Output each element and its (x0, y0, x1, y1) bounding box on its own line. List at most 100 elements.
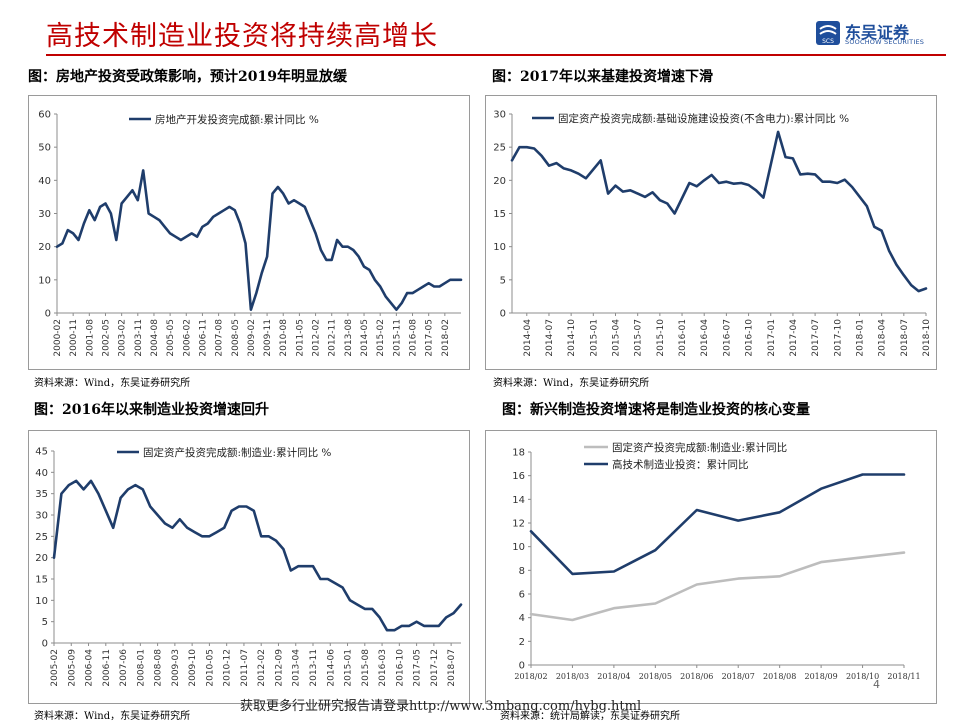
chart-manufacturing: 0 5 10 15 20 25 30 35 40 45 2005-02 2005-09 2006-04 2… (35, 446, 463, 687)
x-tick-label: 2013-11 (309, 649, 319, 687)
series-line-3-0 (529, 551, 906, 622)
legend-label: 固定资产投资完成额:制造业:累计同比 % (143, 446, 331, 459)
y-tick-label: 5 (500, 275, 506, 286)
x-tick-label: 2014-04 (523, 319, 533, 357)
source-note-manufacturing: 资料来源：Wind，东吴证券研究所 (34, 711, 191, 722)
brand-subtitle: SOOCHOW SECURITIES (845, 38, 925, 46)
y-tick-label: 30 (493, 110, 506, 121)
x-tick-label: 2014-05 (360, 319, 370, 357)
x-tick-label: 2018/11 (887, 672, 920, 681)
source-note-high-tech: 资料来源：统计局解读，东吴证券研究所 (500, 711, 680, 722)
x-tick-label: 2018-07 (900, 319, 910, 357)
x-tick-label: 2006-02 (182, 319, 192, 357)
y-tick-label: 8 (519, 566, 525, 577)
y-tick-label: 4 (519, 613, 525, 624)
page-number: 4 (873, 678, 880, 691)
chart-box-real-estate: 0 10 20 30 40 50 60 2000-02 2000-11 2001-08 2002-0… (28, 95, 470, 370)
series-line-0-0 (55, 169, 463, 311)
x-tick-label: 2016-10 (395, 649, 405, 687)
x-tick-label: 2014-07 (545, 319, 555, 357)
x-tick-label: 2003-02 (118, 319, 128, 357)
y-tick-label: 14 (512, 495, 525, 506)
x-tick-label: 2014-06 (326, 649, 336, 687)
x-tick-label: 2007-08 (215, 319, 225, 357)
x-tick-label: 2018-01 (855, 319, 865, 357)
chart-box-manufacturing: 0 5 10 15 20 25 30 35 40 45 2005-02 2005-09 2006-04 2… (28, 430, 470, 704)
x-tick-label: 2017-01 (767, 319, 777, 357)
x-tick-label: 2018/04 (597, 672, 630, 681)
x-tick-label: 2015-10 (656, 319, 666, 357)
chart-box-infrastructure: 0 5 10 15 20 25 30 2014-04 2014-07 2014-10 2015-01… (485, 95, 937, 370)
panel-title-high-tech: 图：新兴制造投资增速将是制造业投资的核心变量 (502, 402, 810, 418)
legend-label: 固定资产投资完成额:制造业:累计同比 (612, 441, 787, 454)
series-line-3-1 (529, 473, 906, 576)
x-tick-label: 2015-01 (344, 649, 354, 687)
y-tick-label: 20 (35, 553, 48, 564)
x-tick-label: 2005-02 (50, 649, 60, 687)
x-tick-label: 2010-08 (279, 319, 289, 357)
x-tick-label: 2017-05 (413, 649, 423, 687)
y-tick-label: 25 (493, 143, 506, 154)
x-tick-label: 2018-04 (878, 319, 888, 357)
x-tick-label: 2000-02 (53, 319, 63, 357)
x-tick-label: 2015-08 (361, 649, 371, 687)
y-tick-label: 0 (519, 661, 525, 672)
x-tick-label: 2015-07 (634, 319, 644, 357)
legend-label: 房地产开发投资完成额:累计同比 % (155, 113, 319, 126)
y-tick-label: 20 (38, 242, 51, 253)
x-tick-label: 2005-05 (166, 319, 176, 357)
x-tick-label: 2006-11 (198, 319, 208, 357)
x-tick-label: 2009-11 (263, 319, 273, 357)
x-tick-label: 2017-04 (789, 319, 799, 357)
x-tick-label: 2018-10 (922, 319, 932, 357)
source-note-infrastructure: 资料来源：Wind，东吴证券研究所 (493, 378, 650, 389)
x-tick-label: 2002-05 (101, 319, 111, 357)
y-tick-label: 10 (512, 542, 525, 553)
page-title: 高技术制造业投资将持续高增长 (46, 21, 438, 52)
footer-link-text[interactable]: 获取更多行业研究报告请登录http://www.3mbang.com/hybg.… (240, 699, 642, 714)
chart-high-tech: 0 2 4 6 8 10 12 14 16 18 2018/02 2018/03 2018/04 2018… (512, 441, 920, 681)
y-tick-label: 0 (42, 639, 48, 650)
x-tick-label: 2000-11 (69, 319, 79, 357)
x-tick-label: 2016-04 (700, 319, 710, 357)
x-tick-label: 2009-03 (171, 649, 181, 687)
x-tick-label: 2011-07 (240, 649, 250, 687)
x-tick-label: 2014-10 (567, 319, 577, 357)
x-tick-label: 2018-02 (441, 319, 451, 357)
series-line-1-0 (510, 130, 928, 293)
x-tick-label: 2015-11 (392, 319, 402, 357)
x-tick-label: 2016-07 (722, 319, 732, 357)
y-tick-label: 16 (512, 471, 525, 482)
panel-title-manufacturing: 图：2016年以来制造业投资增速回升 (34, 402, 269, 418)
chart-infrastructure: 0 5 10 15 20 25 30 2014-04 2014-07 2014-10 2015-01… (493, 110, 932, 357)
y-tick-label: 0 (45, 309, 51, 320)
x-tick-label: 2006-11 (102, 649, 112, 687)
legend-label: 高技术制造业投资：累计同比 (612, 458, 749, 471)
y-tick-label: 10 (38, 275, 51, 286)
chart-real-estate: 0 10 20 30 40 50 60 2000-02 2000-11 2001-08 2002-0… (38, 110, 463, 357)
x-tick-label: 2013-04 (292, 649, 302, 687)
y-tick-label: 40 (35, 468, 48, 479)
y-tick-label: 60 (38, 110, 51, 121)
x-tick-label: 2013-08 (344, 319, 354, 357)
x-tick-label: 2008-05 (231, 319, 241, 357)
y-tick-label: 0 (500, 309, 506, 320)
y-tick-label: 12 (512, 519, 525, 530)
y-tick-label: 10 (35, 596, 48, 607)
y-tick-label: 10 (493, 242, 506, 253)
brand-logo-icon: SCS (816, 21, 840, 45)
x-tick-label: 2006-04 (85, 649, 95, 687)
y-tick-label: 6 (519, 590, 525, 601)
brand-name: 东吴证券 (845, 23, 910, 42)
source-note-real-estate: 资料来源：Wind，东吴证券研究所 (34, 378, 191, 389)
x-tick-label: 2016-01 (678, 319, 688, 357)
x-tick-label: 2012-02 (312, 319, 322, 357)
x-tick-label: 2018/10 (846, 672, 879, 681)
y-tick-label: 35 (35, 489, 48, 500)
x-tick-label: 2018/09 (804, 672, 837, 681)
chart-box-high-tech: 0 2 4 6 8 10 12 14 16 18 2018/02 2018/03 2018/04 2018… (485, 430, 937, 704)
x-tick-label: 2018/05 (639, 672, 672, 681)
x-tick-label: 2011-05 (295, 319, 305, 357)
y-tick-label: 50 (38, 143, 51, 154)
x-tick-label: 2017-10 (833, 319, 843, 357)
